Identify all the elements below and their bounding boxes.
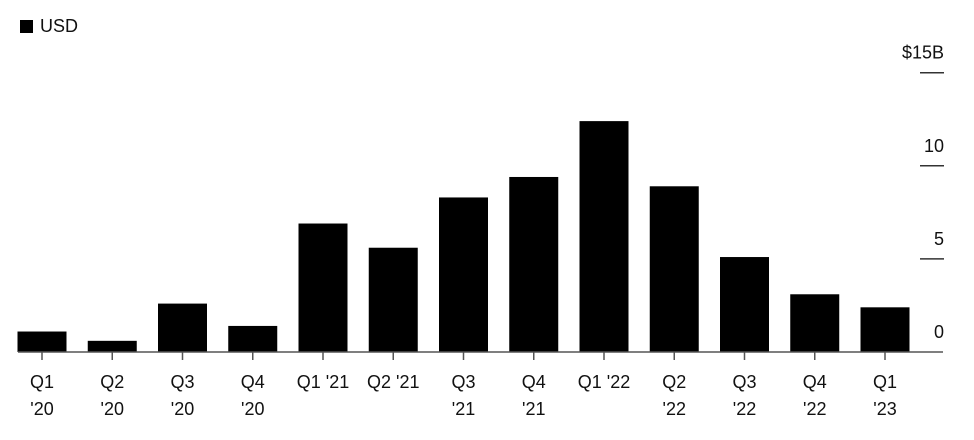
x-tick-label: Q3	[451, 372, 475, 392]
y-tick-label: $15B	[902, 43, 944, 63]
legend-label: USD	[40, 16, 78, 36]
y-axis: 0 5 10 $15B	[902, 43, 944, 342]
x-tick-label: '22	[733, 399, 756, 419]
x-tick-label: Q3	[170, 372, 194, 392]
x-tick-label: Q1	[873, 372, 897, 392]
x-tick-label: '22	[663, 399, 686, 419]
x-tick-label: '20	[241, 399, 264, 419]
x-tick-label: '20	[101, 399, 124, 419]
bar	[17, 331, 67, 352]
x-tick-label: Q1 '22	[578, 372, 630, 392]
y-tick-label: 10	[924, 136, 944, 156]
x-tick-label: Q2 '21	[367, 372, 419, 392]
x-tick-label: Q3	[732, 372, 756, 392]
bar	[439, 197, 488, 352]
bar	[158, 303, 207, 352]
x-tick-label: Q2	[662, 372, 686, 392]
x-tick-label: '23	[873, 399, 896, 419]
x-tick-label: Q4	[241, 372, 265, 392]
legend-swatch	[20, 20, 33, 33]
x-tick-label: '21	[452, 399, 475, 419]
bar	[579, 121, 629, 352]
bar	[649, 186, 699, 352]
bar	[368, 247, 418, 352]
x-tick-label: '22	[803, 399, 826, 419]
legend: USD	[20, 16, 78, 36]
bar	[790, 294, 840, 352]
bar	[228, 325, 278, 352]
x-tick-label: Q1 '21	[297, 372, 349, 392]
x-tick-label: Q4	[803, 372, 827, 392]
bar	[720, 257, 769, 352]
bars	[17, 121, 910, 352]
x-tick-label: Q1	[30, 372, 54, 392]
bar	[509, 176, 559, 352]
bar	[860, 307, 910, 352]
x-tick-label: '21	[522, 399, 545, 419]
bar	[87, 340, 137, 352]
y-tick-label: 5	[934, 229, 944, 249]
y-tick-label: 0	[934, 322, 944, 342]
x-tick-label: Q4	[522, 372, 546, 392]
x-tick-label: '20	[171, 399, 194, 419]
x-tick-label: '20	[30, 399, 53, 419]
x-tick-label: Q2	[100, 372, 124, 392]
bar	[298, 223, 348, 352]
x-axis: Q1 '20 Q2 '20 Q3 '20 Q4 '20 Q1 '21 Q2 '21 Q3 '21 Q4 '…	[18, 351, 943, 419]
